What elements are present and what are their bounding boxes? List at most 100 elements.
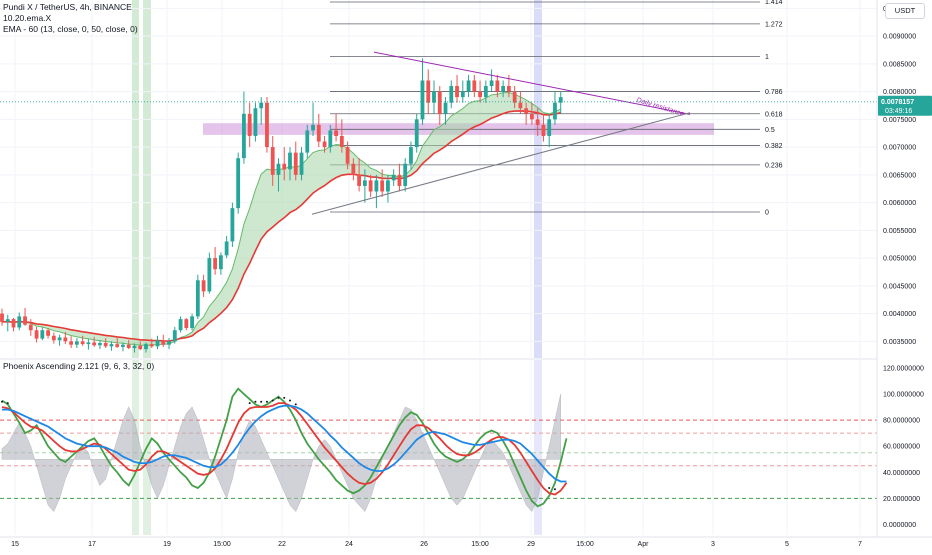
candle-body — [57, 337, 62, 341]
osc-tick-label: 100.0000000 — [883, 391, 924, 398]
last-price-tag — [878, 95, 932, 116]
bar-countdown: 03:49:16 — [885, 108, 912, 115]
candle-body — [368, 180, 373, 192]
candle-body — [293, 152, 298, 175]
candle-body — [34, 330, 39, 339]
candle-body — [270, 147, 275, 175]
candle-body — [224, 241, 229, 256]
osc-dot — [289, 399, 291, 402]
time-tick-label: 22 — [278, 541, 286, 548]
osc-tick-label: 120.0000000 — [883, 365, 924, 372]
price-tick-label: 0.0075000 — [883, 117, 916, 124]
candle-body — [213, 258, 218, 270]
candle-body — [190, 316, 194, 329]
candle-body — [311, 124, 315, 131]
time-tick-label: 15:00 — [213, 541, 231, 548]
study-label-2[interactable]: EMA - 60 (13, close, 0, 50, close, 0) — [3, 24, 138, 34]
time-tick-label: 3 — [711, 541, 715, 548]
fib-label: 0.618 — [765, 111, 783, 118]
candle-body — [351, 163, 356, 175]
highlight-band — [143, 0, 151, 358]
osc-tick-label: 0.0000000 — [883, 522, 916, 529]
osc-dot — [6, 402, 9, 405]
study-label-1[interactable]: 10.20.ema.X — [3, 13, 52, 23]
candle-body — [409, 147, 413, 164]
candle-body — [40, 330, 45, 339]
candle-body — [478, 91, 482, 98]
candle-body — [23, 316, 27, 325]
candle-body — [247, 113, 252, 136]
ema-60-line — [1, 110, 561, 342]
ema-fast-line — [1, 91, 561, 346]
candle-body — [547, 119, 552, 136]
highlight-band — [132, 0, 139, 358]
candle-body — [11, 319, 16, 328]
candle-body — [132, 345, 137, 349]
candle-body — [98, 343, 102, 346]
osc-dot — [548, 486, 551, 489]
candle-body — [449, 86, 454, 103]
candle-body — [74, 341, 79, 345]
candle-body — [265, 102, 269, 148]
candle-body — [5, 319, 10, 322]
candle-body — [553, 102, 557, 120]
osc-series-line — [1, 387, 568, 508]
osc-tick-label: 80.0000000 — [883, 418, 920, 425]
candle-body — [178, 319, 183, 331]
candle-body — [63, 337, 68, 342]
osc-dot — [1, 400, 3, 403]
fib-label: 1.272 — [765, 21, 783, 28]
highlight-band — [534, 360, 542, 535]
time-tick-label: 17 — [88, 541, 96, 548]
candle-body — [558, 97, 563, 103]
candle-body — [242, 113, 246, 159]
fib-label: 0.786 — [765, 89, 783, 96]
candle-body — [414, 119, 419, 148]
candle-body — [109, 344, 114, 347]
candle-body — [420, 80, 425, 120]
osc-series-line — [1, 402, 568, 496]
candle-body — [524, 108, 529, 114]
candle-body — [149, 344, 154, 347]
candle-body — [432, 91, 436, 103]
osc-dot — [553, 488, 556, 491]
price-tick-label: 0.0040000 — [883, 311, 916, 318]
candle-body — [201, 280, 206, 292]
osc-dot — [260, 400, 263, 403]
candle-body — [466, 80, 471, 92]
price-tick-label: 0.0050000 — [883, 256, 916, 263]
candle-body — [299, 152, 304, 175]
price-tick-label: 0.0090000 — [883, 34, 916, 41]
symbol-title[interactable]: Pundi X / TetherUS, 4h, BINANCE — [3, 2, 132, 12]
candle-body — [380, 180, 385, 192]
candle-body — [218, 255, 223, 270]
price-tick-label: 0.0085000 — [883, 61, 916, 68]
candle-body — [184, 319, 189, 329]
candle-body — [0, 313, 4, 322]
candle-body — [69, 341, 74, 345]
time-tick-label: 26 — [420, 541, 428, 548]
candle-body — [172, 330, 177, 342]
candle-body — [426, 80, 431, 103]
fib-label: 0.236 — [765, 162, 783, 169]
price-tick-label: 0.0080000 — [883, 89, 916, 96]
candle-body — [443, 102, 448, 114]
candle-body — [259, 102, 264, 109]
candle-body — [155, 340, 160, 347]
fib-label: 0.5 — [765, 127, 775, 134]
candle-body — [362, 180, 367, 186]
osc-dot — [294, 403, 297, 406]
candle-body — [144, 344, 148, 350]
fib-label: 0.382 — [765, 143, 783, 150]
currency-button[interactable]: USDT — [885, 3, 925, 19]
time-tick-label: 15:00 — [471, 541, 489, 548]
osc-dot — [277, 396, 280, 399]
indicator-title[interactable]: Phoenix Ascending 2.121 (9, 6, 3, 32, 0) — [3, 361, 155, 371]
candle-body — [506, 86, 511, 92]
candle-body — [195, 280, 200, 317]
osc-area — [1, 393, 561, 513]
candle-body — [501, 86, 506, 92]
osc-tick-label: 60.0000000 — [883, 444, 920, 451]
